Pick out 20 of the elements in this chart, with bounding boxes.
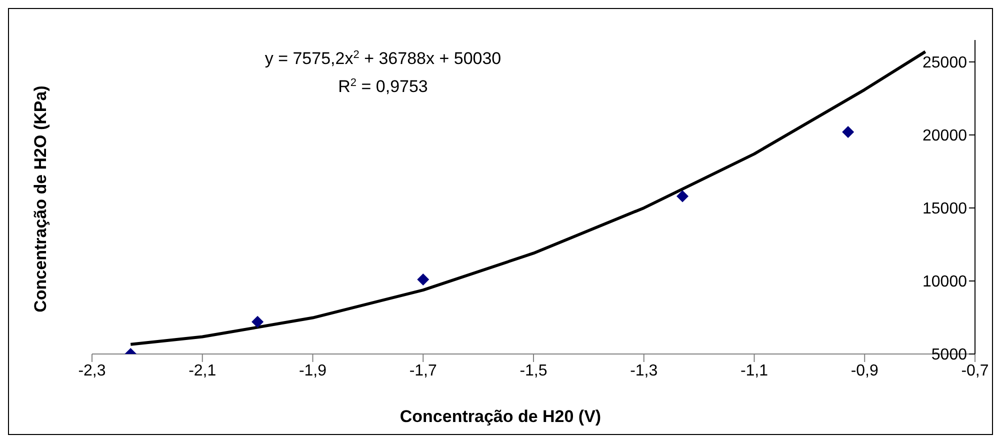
y-tick-label: 5000 [931,346,968,364]
x-tick-label: -2,1 [188,362,216,380]
y-axis-title: Concentração de H2O (KPa) [31,86,51,312]
x-tick-label: -1,9 [298,362,327,380]
point [676,190,689,202]
x-tick-label: -1,1 [740,362,768,380]
x-tick-label: -1,3 [630,362,658,380]
x-tick-label: -0,9 [850,362,879,380]
x-axis-title: Concentração de H20 (V) [398,407,602,427]
y-tick-label: 25000 [922,54,968,72]
x-tick-label: -0,7 [961,362,989,380]
point [252,316,264,328]
point [417,274,430,286]
y-tick-label: 10000 [922,274,968,291]
point [842,126,854,138]
y-tick-label: 20000 [922,128,968,145]
x-tick-label: -1,5 [520,362,548,380]
x-tick-label: -1,7 [409,362,438,380]
y-tick-label: 15000 [922,200,968,218]
x-tick-label: -2,3 [78,362,106,380]
